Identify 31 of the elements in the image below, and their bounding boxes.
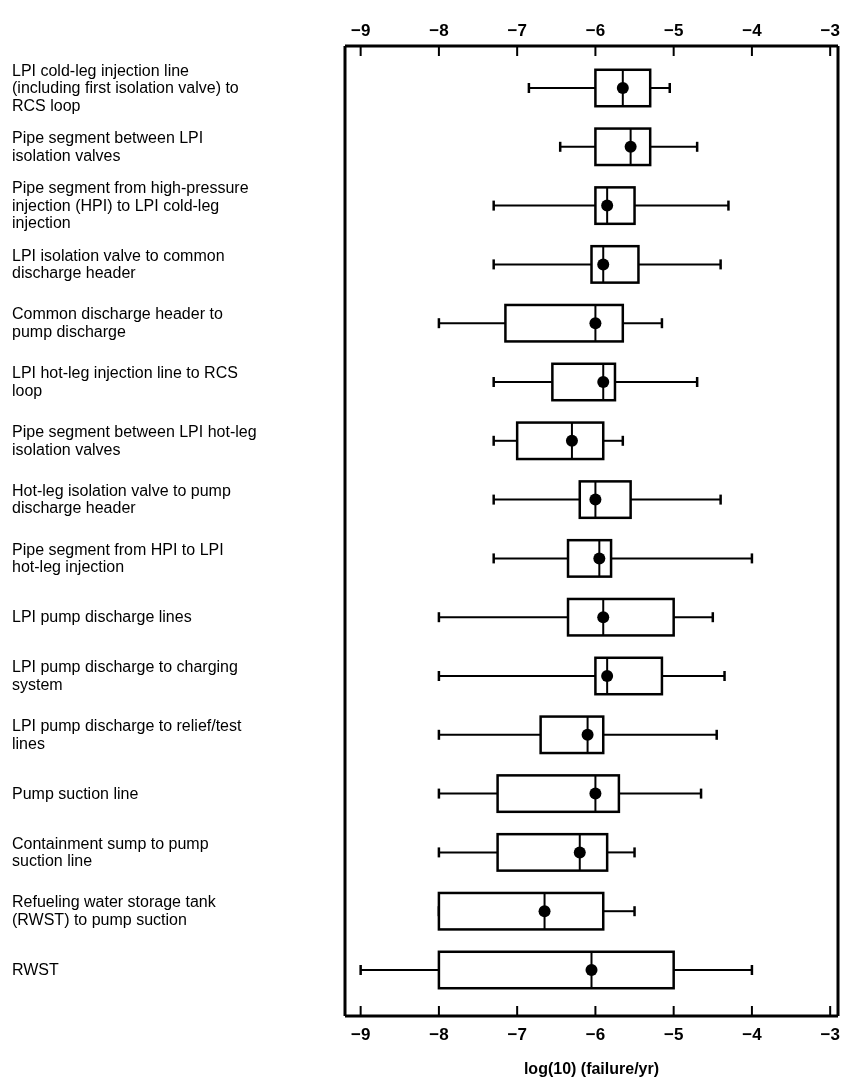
x2-tick-label: −4 bbox=[742, 1025, 763, 1044]
y-tick-label: Refueling water storage tank (RWST) to pump suction bbox=[12, 893, 217, 928]
x2-tick-label: −7 bbox=[507, 1025, 527, 1044]
y-tick-label: LPI pump discharge to charging system bbox=[12, 658, 238, 693]
x-tick-label: −9 bbox=[350, 21, 371, 40]
x-tick-label: −5 bbox=[663, 21, 684, 40]
y-tick-label: Pipe segment from HPI to LPI hot-leg injection bbox=[12, 540, 224, 576]
y-tick-label: LPI hot-leg injection line to RCS loop bbox=[12, 364, 238, 399]
y-tick-label: LPI isolation valve to common discharge header bbox=[12, 246, 225, 282]
y-tick-label: Pipe segment between LPI isolation valves bbox=[12, 129, 204, 164]
x2-tick-label: −8 bbox=[429, 1025, 449, 1044]
x2-tick-label: −3 bbox=[820, 1025, 840, 1044]
x2-tick-label: −6 bbox=[585, 1025, 606, 1044]
x-tick-label: −7 bbox=[507, 21, 527, 40]
x-tick-label: −3 bbox=[820, 21, 840, 40]
x-tick-label: −6 bbox=[585, 21, 606, 40]
y-tick-label: Pump suction line bbox=[12, 784, 139, 802]
y-tick-label: Hot-leg isolation valve to pump discharge header bbox=[12, 481, 231, 517]
x2-tick-label: −5 bbox=[663, 1025, 684, 1044]
y-tick-label: Pipe segment from high-pressure injection (HPI) to LPI cold-leg injection bbox=[12, 179, 249, 232]
x-tick-label: −8 bbox=[429, 21, 449, 40]
y-tick-label: LPI pump discharge to relief/test lines bbox=[12, 717, 243, 752]
y-tick-label: Containment sump to pump suction line bbox=[12, 834, 209, 870]
y-tick-label: LPI pump discharge lines bbox=[12, 608, 192, 626]
x-tick-label: −4 bbox=[742, 21, 763, 40]
y-tick-label: Common discharge header to pump discharge bbox=[12, 305, 223, 340]
y-tick-label: LPI cold-leg injection line (including first isolation valve) to RCS loop bbox=[12, 61, 239, 114]
y-tick-label: RWST bbox=[12, 961, 60, 978]
x2-tick-label: −9 bbox=[350, 1025, 371, 1044]
y-tick-label: Pipe segment between LPI hot-leg isolation valves bbox=[12, 423, 257, 458]
x-axis-title: log(10) (failure/yr) bbox=[523, 1060, 660, 1077]
